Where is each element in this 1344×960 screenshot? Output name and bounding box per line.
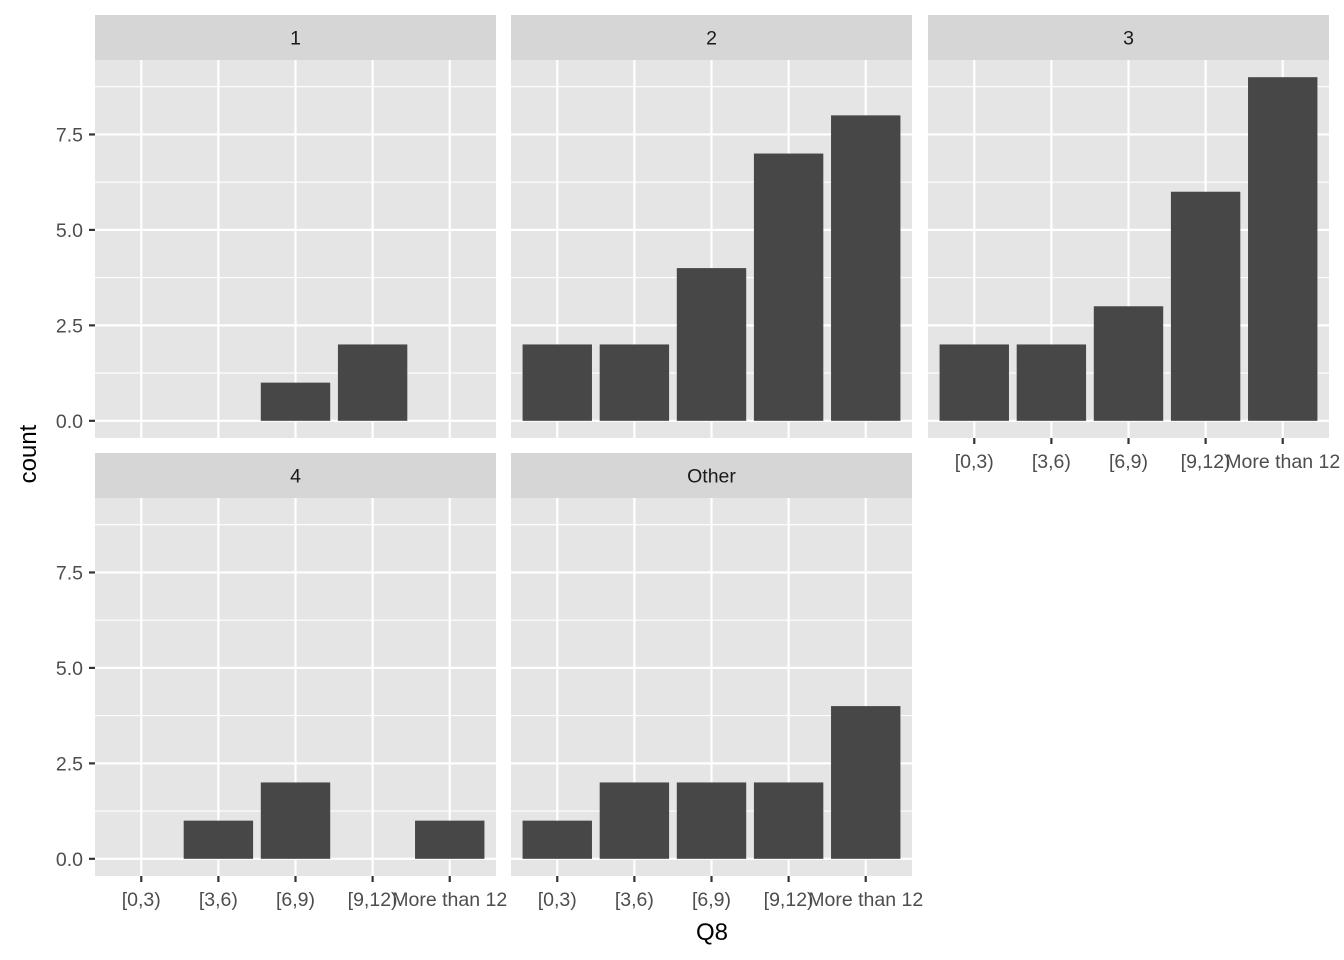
- x-tick-label: More than 12: [392, 889, 507, 911]
- facet-strip-label: 1: [290, 28, 301, 50]
- bar: [1093, 306, 1164, 421]
- facet-strip: [511, 453, 912, 498]
- x-tick-label: [3,6): [615, 889, 654, 911]
- x-tick-label: More than 12: [1225, 451, 1340, 473]
- y-tick-label: 7.5: [56, 124, 83, 146]
- bar: [183, 820, 254, 859]
- y-axis-title: count: [15, 424, 42, 483]
- facet-strip: [928, 15, 1329, 60]
- bar: [1016, 344, 1087, 421]
- x-tick-label: [3,6): [199, 889, 238, 911]
- y-tick-label: 5.0: [56, 658, 83, 680]
- bar: [831, 115, 901, 421]
- x-tick-label: More than 12: [808, 889, 923, 911]
- facet-strip-label: 2: [706, 28, 717, 50]
- bar: [522, 820, 592, 859]
- bar: [337, 344, 408, 421]
- y-tick-label: 2.5: [56, 753, 83, 775]
- bar: [1170, 191, 1241, 421]
- bar: [939, 344, 1009, 421]
- bar: [260, 382, 331, 421]
- bar: [831, 706, 901, 859]
- x-tick-label: [9,12): [1181, 451, 1231, 473]
- x-tick-label: [0,3): [955, 451, 994, 473]
- bar: [599, 782, 670, 859]
- bar: [753, 782, 824, 859]
- facet-strip: [95, 453, 496, 498]
- x-tick-label: [9,12): [348, 889, 398, 911]
- bar: [599, 344, 670, 421]
- bar: [260, 782, 331, 859]
- x-tick-label: [6,9): [276, 889, 315, 911]
- x-tick-label: [0,3): [122, 889, 161, 911]
- y-tick-label: 0.0: [56, 411, 83, 433]
- facet-strip: [511, 15, 912, 60]
- y-tick-label: 5.0: [56, 220, 83, 242]
- bar: [676, 782, 747, 859]
- facet-strip-label: 3: [1123, 28, 1134, 50]
- facet-strip-label: 4: [290, 466, 301, 488]
- y-tick-label: 7.5: [56, 562, 83, 584]
- facet-strip-label: Other: [687, 466, 736, 488]
- facet-strip: [95, 15, 496, 60]
- x-tick-label: [6,9): [1109, 451, 1148, 473]
- bar: [676, 268, 747, 421]
- bar: [1248, 77, 1318, 421]
- x-tick-label: [6,9): [692, 889, 731, 911]
- bar: [753, 153, 824, 421]
- x-tick-label: [0,3): [538, 889, 577, 911]
- x-tick-label: [9,12): [764, 889, 814, 911]
- bar: [522, 344, 592, 421]
- y-tick-label: 2.5: [56, 315, 83, 337]
- x-axis-title: Q8: [696, 919, 728, 946]
- bar: [415, 820, 485, 859]
- x-tick-label: [3,6): [1032, 451, 1071, 473]
- y-tick-label: 0.0: [56, 849, 83, 871]
